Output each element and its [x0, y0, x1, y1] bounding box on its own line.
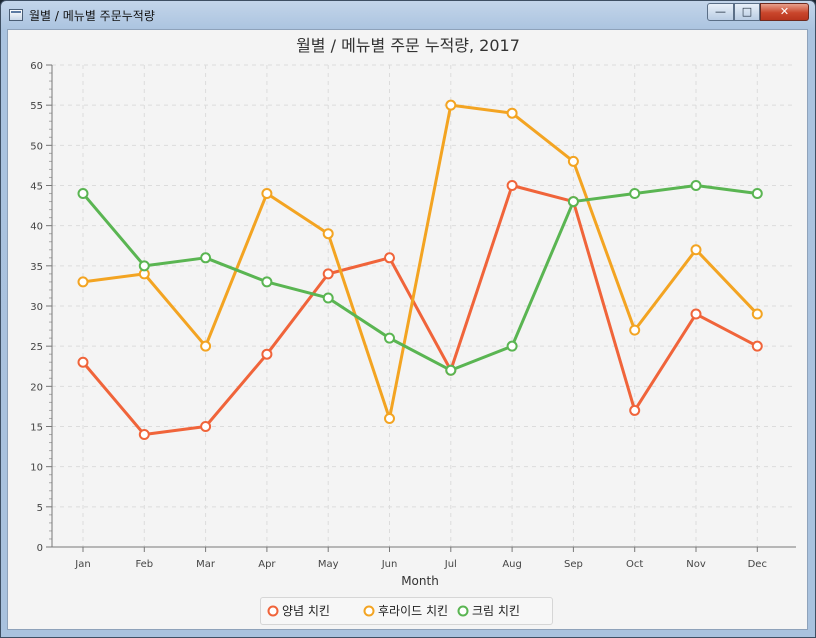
data-point: [200, 340, 212, 352]
data-point: [77, 276, 89, 288]
data-point: [751, 340, 763, 352]
data-point: [629, 404, 641, 416]
y-tick-label: 50: [30, 141, 43, 152]
x-tick-label: May: [318, 559, 339, 570]
y-tick-label: 35: [30, 262, 43, 273]
window-title: 월별 / 메뉴별 주문누적량: [29, 9, 155, 23]
series-line: [81, 184, 758, 372]
axes: 0 5 10 15 20 25 30 35 40 45 50 55 60 Jan Feb Mar Apr May J…: [30, 61, 796, 570]
close-button[interactable]: ✕: [760, 3, 809, 21]
x-tick-label: Dec: [748, 559, 767, 570]
y-tick-label: 45: [30, 182, 43, 193]
data-point: [322, 292, 334, 304]
x-tick-label: Feb: [135, 559, 153, 570]
legend-marker: [267, 605, 279, 617]
series-line: [81, 184, 758, 437]
legend-marker: [457, 605, 469, 617]
data-point: [384, 332, 395, 344]
y-tick-label: 20: [30, 382, 43, 393]
data-point: [77, 188, 89, 200]
x-tick-label: Nov: [686, 559, 706, 570]
series-group: [77, 99, 763, 424]
data-point: [200, 252, 212, 264]
y-tick-label: 5: [37, 503, 43, 514]
series: [77, 99, 763, 441]
series-line: [82, 103, 759, 420]
y-tick-label: 30: [30, 302, 43, 313]
legend-label: 크림 치킨: [472, 604, 520, 618]
y-tick-label: 60: [30, 61, 43, 72]
y-tick-label: 10: [30, 463, 43, 474]
x-tick-label: Oct: [626, 559, 643, 570]
data-point: [567, 155, 579, 167]
x-tick-label: Jul: [444, 559, 457, 570]
x-tick-label: Mar: [196, 559, 216, 570]
minimize-button[interactable]: —: [707, 3, 734, 21]
data-point: [261, 348, 273, 360]
y-tick-label: 0: [37, 543, 43, 554]
chart-title: 월별 / 메뉴별 주문 누적량, 2017: [296, 36, 520, 55]
data-point: [751, 308, 763, 320]
series-group: [77, 180, 763, 441]
x-tick-label: Jun: [381, 559, 398, 570]
data-point: [261, 276, 273, 288]
x-axis-label: Month: [401, 574, 439, 588]
y-tick-label: 15: [30, 423, 43, 434]
data-point: [261, 188, 273, 200]
data-point: [506, 180, 518, 191]
data-point: [77, 356, 89, 368]
data-point: [567, 196, 579, 208]
data-point: [751, 188, 763, 200]
legend-items: 양념 치킨 후라이드 치킨 크림 치킨: [267, 604, 520, 618]
title-bar[interactable]: 월별 / 메뉴별 주문누적량 — □ ✕: [1, 1, 815, 29]
data-point: [384, 252, 395, 264]
x-tick-label: Jan: [74, 559, 90, 570]
data-point: [322, 268, 334, 280]
data-point: [445, 364, 457, 376]
grid: [52, 64, 796, 547]
data-point: [445, 99, 457, 111]
x-tick-label: Apr: [258, 559, 276, 570]
app-icon: [9, 9, 23, 21]
x-tick-label: Sep: [564, 559, 583, 570]
data-point: [629, 188, 641, 200]
series-group: [77, 180, 763, 376]
y-tick-label: 55: [30, 101, 43, 112]
data-point: [384, 412, 395, 424]
data-point: [629, 324, 641, 336]
data-point: [506, 107, 518, 119]
data-point: [322, 228, 334, 240]
data-point: [200, 421, 212, 432]
data-point: [138, 260, 150, 272]
data-point: [690, 244, 702, 256]
legend: [260, 597, 553, 625]
legend-label: 양념 치킨: [282, 604, 330, 618]
legend-marker: [363, 605, 375, 617]
y-tick-label: 25: [30, 342, 43, 353]
data-point: [138, 429, 150, 441]
maximize-button[interactable]: □: [734, 3, 760, 21]
data-point: [506, 340, 518, 352]
data-point: [690, 180, 702, 191]
legend-label: 후라이드 치킨: [378, 604, 448, 618]
y-tick-label: 40: [30, 222, 43, 233]
data-point: [690, 308, 702, 320]
x-tick-label: Aug: [502, 559, 522, 570]
